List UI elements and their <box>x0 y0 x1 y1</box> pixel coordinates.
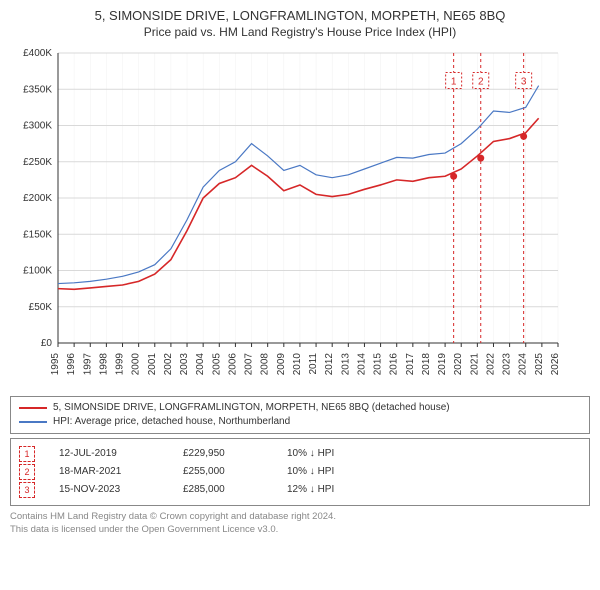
legend-swatch <box>19 407 47 409</box>
footnote-line: This data is licensed under the Open Gov… <box>10 523 590 536</box>
sale-row: 3 15-NOV-2023 £285,000 12% ↓ HPI <box>19 481 581 499</box>
svg-text:2001: 2001 <box>147 353 158 376</box>
sale-date: 12-JUL-2019 <box>59 445 159 463</box>
svg-text:2014: 2014 <box>356 353 367 376</box>
svg-text:2015: 2015 <box>373 353 384 376</box>
svg-text:2016: 2016 <box>389 353 400 376</box>
legend-item: 5, SIMONSIDE DRIVE, LONGFRAMLINGTON, MOR… <box>19 401 581 415</box>
svg-text:1996: 1996 <box>66 353 77 376</box>
svg-text:3: 3 <box>521 77 527 88</box>
sale-marker-box: 2 <box>19 464 35 480</box>
chart-svg: £0 £50K £100K £150K £200K £250K £300K £350K £400… <box>10 45 570 385</box>
svg-text:2018: 2018 <box>421 353 432 376</box>
svg-text:2002: 2002 <box>163 353 174 376</box>
svg-text:£350K: £350K <box>23 84 52 95</box>
svg-text:1995: 1995 <box>50 353 61 376</box>
svg-text:£300K: £300K <box>23 121 52 132</box>
svg-text:2006: 2006 <box>227 353 238 376</box>
legend: 5, SIMONSIDE DRIVE, LONGFRAMLINGTON, MOR… <box>10 396 590 434</box>
svg-text:1997: 1997 <box>82 353 93 376</box>
sale-price: £255,000 <box>183 463 263 481</box>
svg-text:2023: 2023 <box>502 353 513 376</box>
svg-text:2010: 2010 <box>292 353 303 376</box>
footnote-line: Contains HM Land Registry data © Crown c… <box>10 510 590 523</box>
svg-text:2017: 2017 <box>405 353 416 376</box>
svg-text:2022: 2022 <box>485 353 496 376</box>
legend-item: HPI: Average price, detached house, Nort… <box>19 415 581 429</box>
svg-text:2024: 2024 <box>518 353 529 376</box>
svg-text:2003: 2003 <box>179 353 190 376</box>
page-title: 5, SIMONSIDE DRIVE, LONGFRAMLINGTON, MOR… <box>10 8 590 23</box>
svg-text:2009: 2009 <box>276 353 287 376</box>
svg-text:2000: 2000 <box>131 353 142 376</box>
legend-label: 5, SIMONSIDE DRIVE, LONGFRAMLINGTON, MOR… <box>53 401 450 415</box>
sale-date: 15-NOV-2023 <box>59 481 159 499</box>
svg-text:2005: 2005 <box>211 353 222 376</box>
sale-marker-box: 1 <box>19 446 35 462</box>
sale-marker-box: 3 <box>19 482 35 498</box>
svg-text:£150K: £150K <box>23 229 52 240</box>
page-subtitle: Price paid vs. HM Land Registry's House … <box>10 25 590 39</box>
svg-text:2004: 2004 <box>195 353 206 376</box>
svg-text:£50K: £50K <box>29 302 53 313</box>
svg-text:2020: 2020 <box>453 353 464 376</box>
sale-row: 1 12-JUL-2019 £229,950 10% ↓ HPI <box>19 445 581 463</box>
svg-text:1: 1 <box>451 77 457 88</box>
svg-text:£400K: £400K <box>23 48 52 59</box>
svg-text:2013: 2013 <box>340 353 351 376</box>
sale-row: 2 18-MAR-2021 £255,000 10% ↓ HPI <box>19 463 581 481</box>
sale-diff: 10% ↓ HPI <box>287 445 334 463</box>
svg-text:£250K: £250K <box>23 157 52 168</box>
svg-text:1999: 1999 <box>115 353 126 376</box>
sale-price: £229,950 <box>183 445 263 463</box>
svg-text:2019: 2019 <box>437 353 448 376</box>
sale-diff: 12% ↓ HPI <box>287 481 334 499</box>
svg-text:2025: 2025 <box>534 353 545 376</box>
svg-text:2008: 2008 <box>260 353 271 376</box>
svg-text:2021: 2021 <box>469 353 480 376</box>
svg-text:2011: 2011 <box>308 353 319 375</box>
sale-date: 18-MAR-2021 <box>59 463 159 481</box>
price-chart: £0 £50K £100K £150K £200K £250K £300K £350K £400… <box>10 45 590 390</box>
svg-text:£0: £0 <box>41 338 53 349</box>
svg-text:2026: 2026 <box>550 353 561 376</box>
svg-text:£200K: £200K <box>23 193 52 204</box>
legend-swatch <box>19 421 47 423</box>
legend-label: HPI: Average price, detached house, Nort… <box>53 415 290 429</box>
svg-text:£100K: £100K <box>23 266 52 277</box>
svg-text:2007: 2007 <box>244 353 255 376</box>
sale-price: £285,000 <box>183 481 263 499</box>
svg-text:2: 2 <box>478 77 484 88</box>
svg-text:2012: 2012 <box>324 353 335 376</box>
svg-text:1998: 1998 <box>98 353 109 376</box>
sale-diff: 10% ↓ HPI <box>287 463 334 481</box>
sales-table: 1 12-JUL-2019 £229,950 10% ↓ HPI 2 18-MA… <box>10 438 590 506</box>
footnote: Contains HM Land Registry data © Crown c… <box>10 510 590 536</box>
